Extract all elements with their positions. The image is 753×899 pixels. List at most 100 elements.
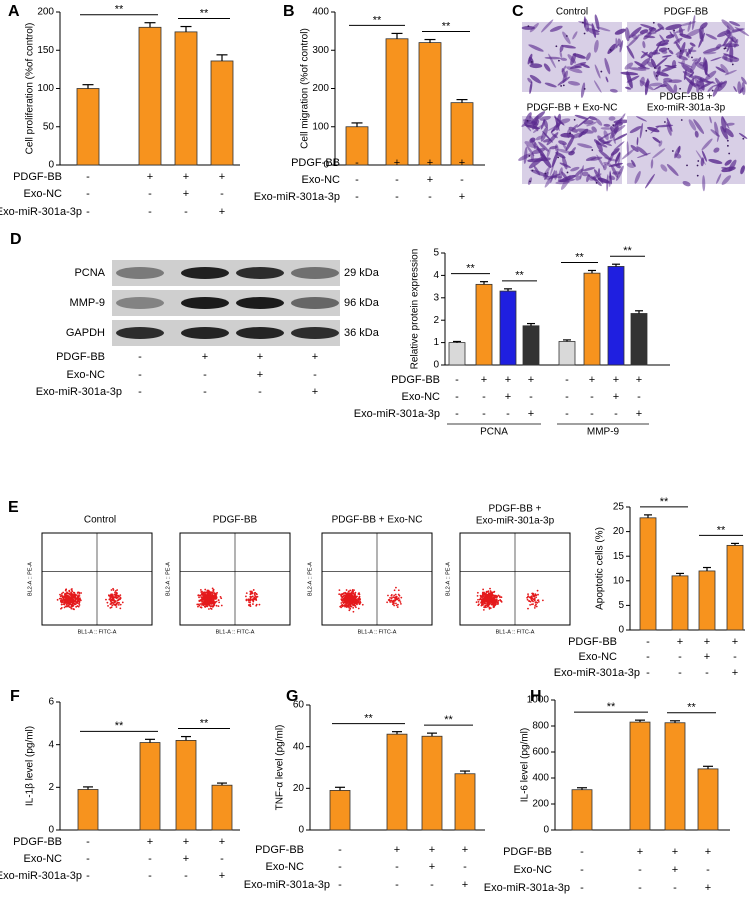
cell: [614, 133, 629, 141]
pore: [582, 21, 584, 24]
flow-event: [70, 607, 73, 610]
condition-sign: -: [733, 651, 737, 663]
pore: [653, 66, 656, 69]
cell: [618, 113, 626, 125]
cell: [621, 148, 635, 160]
flow-event: [353, 594, 356, 597]
condition-sign: -: [614, 408, 618, 420]
pore: [652, 21, 655, 24]
flow-event: [252, 600, 255, 603]
flow-event: [352, 610, 355, 613]
cell: [593, 80, 602, 93]
condition-sign: +: [312, 351, 318, 363]
cell: [713, 147, 720, 153]
condition-sign: -: [395, 879, 399, 891]
condition-sign: +: [427, 157, 433, 169]
flow-event: [482, 608, 485, 611]
flow-event: [500, 596, 503, 599]
condition-sign: +: [528, 408, 534, 420]
flow-event: [499, 599, 502, 601]
flow-event: [208, 603, 211, 605]
condition-sign: -: [86, 188, 90, 200]
flow-event: [526, 598, 529, 601]
significance-label: **: [515, 270, 524, 282]
cell: [593, 139, 600, 146]
cell: [625, 86, 632, 90]
flow-event: [212, 600, 215, 603]
flow-event: [394, 593, 397, 596]
flow-x-label: BL1-A :: FITC-A: [496, 629, 535, 635]
cell: [669, 31, 674, 38]
cell: [585, 156, 597, 162]
flow-event: [394, 598, 397, 601]
flow-event: [76, 599, 79, 602]
y-tick-label: 0: [48, 160, 54, 171]
protein-label: PCNA: [74, 267, 105, 279]
condition-sign: +: [183, 853, 189, 865]
flow-event: [353, 589, 355, 592]
flow-event: [359, 601, 362, 604]
flow-event: [535, 596, 538, 599]
condition-sign: +: [613, 391, 619, 403]
flow-event: [487, 602, 490, 605]
flow-event: [479, 597, 482, 599]
y-tick-label: 100: [37, 83, 54, 94]
condition-label: Exo-NC: [66, 369, 105, 381]
flow-event: [60, 594, 63, 597]
flow-event: [349, 607, 352, 610]
flow-event: [477, 598, 479, 601]
condition-sign: -: [338, 879, 342, 891]
flow-event: [349, 604, 352, 606]
bar: [522, 325, 540, 366]
bar: [571, 789, 593, 831]
cell: [679, 42, 686, 59]
cell: [668, 79, 682, 83]
condition-label: Exo-miR-301a-3p: [484, 882, 570, 894]
condition-sign: -: [138, 369, 142, 381]
cell: [661, 55, 672, 58]
y-axis-label: TNF-α level (pg/ml): [275, 725, 286, 811]
flow-event: [74, 603, 77, 606]
flow-event: [245, 595, 247, 598]
flow-event: [62, 596, 65, 599]
flow-event: [489, 587, 491, 590]
bar: [671, 575, 689, 631]
cell: [555, 151, 566, 159]
flow-event: [63, 606, 66, 609]
flow-event: [249, 605, 252, 608]
significance-label: **: [717, 524, 726, 536]
condition-label: Exo-miR-301a-3p: [0, 870, 82, 882]
pore: [609, 49, 612, 51]
pore: [600, 70, 603, 73]
significance-label: **: [373, 14, 382, 26]
cell: [701, 138, 713, 151]
flow-event: [253, 592, 256, 594]
flow-event: [65, 592, 68, 595]
bar: [210, 60, 234, 166]
condition-sign: -: [184, 206, 188, 218]
flow-event: [347, 597, 350, 600]
flow-event: [113, 599, 115, 601]
cell: [648, 27, 657, 32]
cell: [570, 147, 576, 154]
flow-event: [529, 603, 532, 606]
cell: [733, 86, 737, 92]
flow-event: [76, 605, 79, 607]
cell: [630, 144, 639, 153]
bar: [211, 784, 233, 831]
flow-event: [398, 599, 401, 602]
condition-sign: +: [505, 391, 511, 403]
condition-sign: -: [148, 870, 152, 882]
flow-event: [218, 601, 221, 604]
flow-event: [533, 606, 536, 609]
cell: [696, 79, 700, 93]
cell: [685, 76, 697, 88]
flow-event: [112, 602, 115, 605]
flow-event: [399, 601, 402, 603]
condition-sign: -: [338, 861, 342, 873]
y-tick-label: 5: [433, 248, 439, 259]
blot-band: [291, 297, 339, 309]
flow-event: [495, 594, 497, 597]
pore: [679, 49, 682, 52]
flow-event: [351, 603, 354, 605]
